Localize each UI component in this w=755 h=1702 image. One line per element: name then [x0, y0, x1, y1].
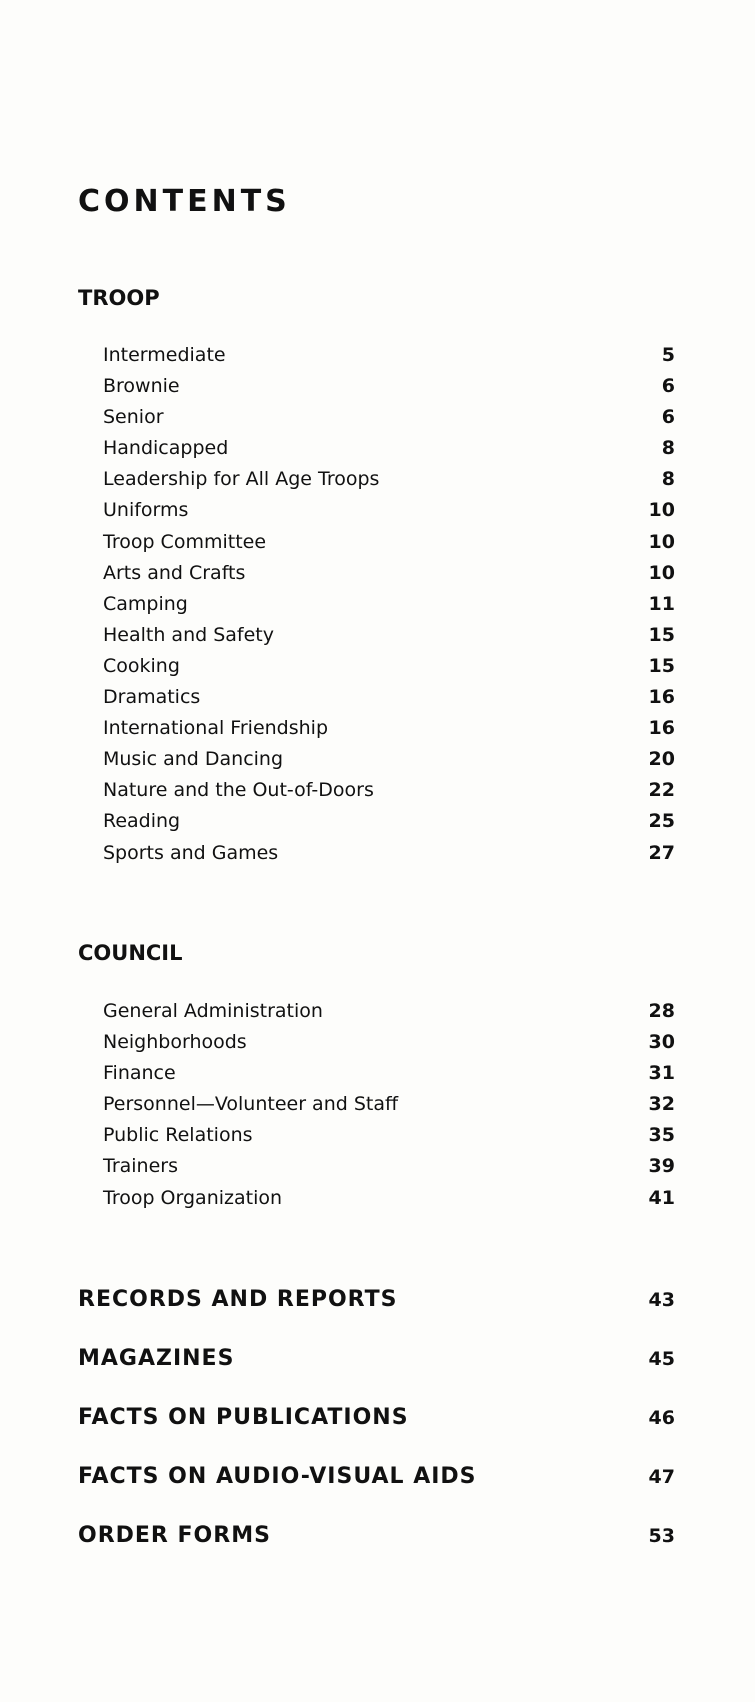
toc-entry-label: Brownie — [103, 375, 180, 398]
toc-entry-label: Leadership for All Age Troops — [103, 468, 380, 491]
toc-entry-label: Finance — [103, 1062, 176, 1085]
toc-entry-label: Public Relations — [103, 1124, 253, 1147]
toc-entry-label: Personnel—Volunteer and Staff — [103, 1093, 399, 1116]
toc-entry-page: 39 — [648, 1155, 675, 1178]
toc-entry-label: Arts and Crafts — [103, 561, 246, 584]
toc-entry-label: Cooking — [103, 654, 180, 677]
toc-entry: Sports and Games 27 — [103, 838, 675, 869]
major-sections-list: RECORDS AND REPORTS 43 MAGAZINES 45 FACTS ON… — [78, 1270, 675, 1565]
toc-entry: FACTS ON PUBLICATIONS 46 — [78, 1388, 675, 1447]
toc-entry: Cooking 15 — [103, 651, 675, 682]
toc-entry-page: 47 — [648, 1465, 675, 1488]
toc-entry-page: 46 — [648, 1406, 675, 1429]
council-heading: COUNCIL — [78, 941, 183, 965]
toc-entry: Troop Organization 41 — [103, 1183, 675, 1214]
toc-entry: Reading 25 — [103, 806, 675, 837]
toc-entry-label: Trainers — [103, 1155, 178, 1178]
toc-entry-page: 15 — [648, 623, 675, 646]
toc-entry-page: 27 — [648, 841, 675, 864]
toc-entry-page: 45 — [648, 1347, 675, 1370]
toc-entry-label: General Administration — [103, 1000, 323, 1022]
toc-entry-label: Dramatics — [103, 686, 201, 709]
toc-entry: Music and Dancing 20 — [103, 744, 675, 775]
toc-entry: Leadership for All Age Troops 8 — [103, 464, 675, 495]
toc-entry-page: 15 — [648, 654, 675, 677]
toc-entry-label: Music and Dancing — [103, 748, 284, 771]
toc-entry-label: Nature and the Out-of-Doors — [103, 779, 374, 802]
toc-entry-label: Health and Safety — [103, 623, 274, 646]
toc-entry-label: FACTS ON AUDIO-VISUAL AIDS — [78, 1464, 477, 1489]
toc-entry: Uniforms 10 — [103, 495, 675, 526]
toc-entry-label: International Friendship — [103, 717, 329, 740]
toc-entry-label: Uniforms — [103, 499, 189, 522]
toc-entry-page: 35 — [648, 1124, 675, 1147]
toc-entry-page: 10 — [648, 499, 675, 522]
toc-entry: Trainers 39 — [103, 1151, 675, 1182]
toc-entry-page: 32 — [648, 1093, 675, 1116]
toc-entry-page: 31 — [648, 1062, 675, 1085]
toc-entry: Neighborhoods 30 — [103, 1027, 675, 1058]
toc-entry-label: RECORDS AND REPORTS — [78, 1287, 398, 1312]
toc-entry-page: 5 — [661, 344, 675, 366]
toc-entry: Finance 31 — [103, 1058, 675, 1089]
toc-entry: Intermediate 5 — [103, 340, 675, 371]
toc-entry-page: 20 — [648, 748, 675, 771]
toc-entry-label: Troop Committee — [103, 530, 267, 553]
toc-entry: ORDER FORMS 53 — [78, 1506, 675, 1565]
toc-entry: Dramatics 16 — [103, 682, 675, 713]
troop-list: Intermediate 5 Brownie 6 Senior 6 Handicapped 8… — [103, 340, 675, 869]
toc-entry: Health and Safety 15 — [103, 620, 675, 651]
toc-entry-label: ORDER FORMS — [78, 1523, 271, 1548]
toc-entry-page: 10 — [648, 561, 675, 584]
toc-entry-label: Troop Organization — [103, 1186, 283, 1209]
toc-entry-page: 6 — [661, 375, 675, 398]
toc-entry-page: 30 — [648, 1031, 675, 1054]
toc-entry: Senior 6 — [103, 402, 675, 433]
toc-entry-page: 25 — [648, 810, 675, 833]
toc-entry: Nature and the Out-of-Doors 22 — [103, 775, 675, 806]
toc-entry-label: Intermediate — [103, 344, 226, 366]
toc-entry: Public Relations 35 — [103, 1120, 675, 1151]
toc-entry-page: 16 — [648, 717, 675, 740]
toc-entry: Camping 11 — [103, 589, 675, 620]
toc-entry-label: Neighborhoods — [103, 1031, 247, 1054]
toc-entry: International Friendship 16 — [103, 713, 675, 744]
toc-entry-label: Sports and Games — [103, 841, 279, 864]
toc-entry: Arts and Crafts 10 — [103, 558, 675, 589]
council-list: General Administration 28 Neighborhoods 30 F… — [103, 996, 675, 1214]
toc-entry-page: 41 — [648, 1186, 675, 1209]
toc-entry: RECORDS AND REPORTS 43 — [78, 1270, 675, 1329]
toc-entry-page: 28 — [648, 1000, 675, 1022]
toc-entry-label: Handicapped — [103, 437, 229, 460]
toc-entry: Brownie 6 — [103, 371, 675, 402]
toc-entry-page: 8 — [661, 468, 675, 491]
toc-entry-label: Camping — [103, 592, 188, 615]
toc-entry-page: 43 — [648, 1288, 675, 1311]
toc-entry: Troop Committee 10 — [103, 527, 675, 558]
toc-entry-label: FACTS ON PUBLICATIONS — [78, 1405, 409, 1430]
toc-entry-page: 53 — [648, 1524, 675, 1547]
toc-entry-page: 16 — [648, 686, 675, 709]
toc-entry-label: Senior — [103, 406, 164, 429]
toc-entry: Personnel—Volunteer and Staff 32 — [103, 1089, 675, 1120]
toc-entry: General Administration 28 — [103, 996, 675, 1027]
toc-entry-page: 22 — [648, 779, 675, 802]
toc-entry-page: 11 — [648, 592, 675, 615]
troop-heading: TROOP — [78, 286, 160, 310]
toc-entry-page: 10 — [648, 530, 675, 553]
toc-entry-label: Reading — [103, 810, 181, 833]
toc-entry-page: 6 — [661, 406, 675, 429]
toc-entry: MAGAZINES 45 — [78, 1329, 675, 1388]
toc-entry-label: MAGAZINES — [78, 1346, 235, 1371]
toc-entry: Handicapped 8 — [103, 433, 675, 464]
page-title: CONTENTS — [78, 184, 291, 219]
toc-entry: FACTS ON AUDIO-VISUAL AIDS 47 — [78, 1447, 675, 1506]
toc-entry-page: 8 — [661, 437, 675, 460]
